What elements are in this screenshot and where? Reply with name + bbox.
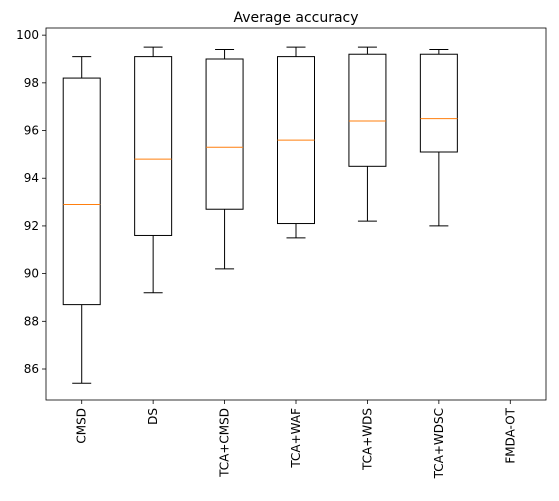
- box-tca-cmsd: [205, 48, 244, 270]
- box-ds: [134, 46, 173, 294]
- box-tca-wdsc: [419, 48, 458, 227]
- y-tick-label: 98: [24, 76, 39, 90]
- y-tick-label: 88: [24, 314, 39, 328]
- box-tca-waf: [277, 46, 315, 239]
- box-tca-wds: [348, 46, 387, 222]
- x-tick-label: TCA+WDS: [360, 408, 374, 471]
- x-tick-label: TCA+WDSC: [432, 408, 446, 479]
- box-body: [62, 77, 101, 306]
- y-tick-label: 86: [24, 362, 39, 376]
- y-tick-label: 92: [24, 219, 39, 233]
- y-tick-label: 96: [24, 124, 39, 138]
- box-cmsd: [62, 56, 101, 384]
- y-tick-label: 94: [24, 171, 39, 185]
- x-tick-label: FMDA-OT: [503, 407, 517, 463]
- y-tick-label: 100: [16, 28, 39, 42]
- box-body: [134, 56, 173, 236]
- y-tick-label: 90: [24, 267, 39, 281]
- y-axis: 86 88 90 92 94 96 98 100: [16, 28, 46, 376]
- plot-marks: [62, 46, 458, 384]
- box-body: [419, 53, 458, 153]
- x-tick-label: CMSD: [75, 408, 89, 444]
- x-tick-label: TCA+WAF: [289, 408, 303, 469]
- box-body: [205, 58, 244, 210]
- plot-frame: [45, 27, 547, 401]
- chart-title: Average accuracy: [233, 10, 358, 26]
- x-tick-label: DS: [146, 408, 160, 425]
- x-tick-label: TCA+CMSD: [218, 408, 232, 478]
- x-axis: CMSD DS TCA+CMSD TCA+WAF TCA+WDS TCA+WDSC FMDA…: [75, 400, 517, 479]
- box-body: [348, 53, 387, 167]
